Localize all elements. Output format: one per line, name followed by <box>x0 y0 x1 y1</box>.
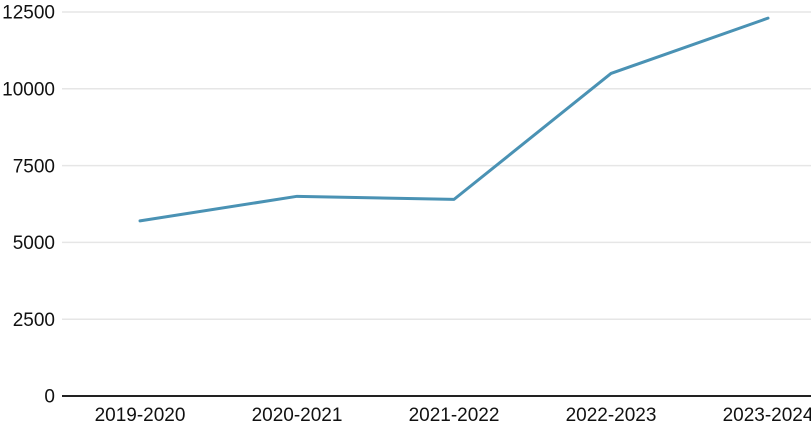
x-axis-label: 2022-2023 <box>566 405 657 426</box>
y-tick-label: 7500 <box>13 156 55 177</box>
x-axis-label: 2023-2024 <box>723 405 811 426</box>
x-axis-label: 2021-2022 <box>409 405 500 426</box>
x-axis-label: 2020-2021 <box>252 405 343 426</box>
x-axis-label: 2019-2020 <box>95 405 186 426</box>
y-tick-label: 12500 <box>2 3 55 24</box>
y-tick-label: 0 <box>44 387 55 408</box>
y-tick-label: 5000 <box>13 233 55 254</box>
y-tick-label: 10000 <box>2 79 55 100</box>
y-tick-label: 2500 <box>13 310 55 331</box>
series-line <box>138 16 770 223</box>
